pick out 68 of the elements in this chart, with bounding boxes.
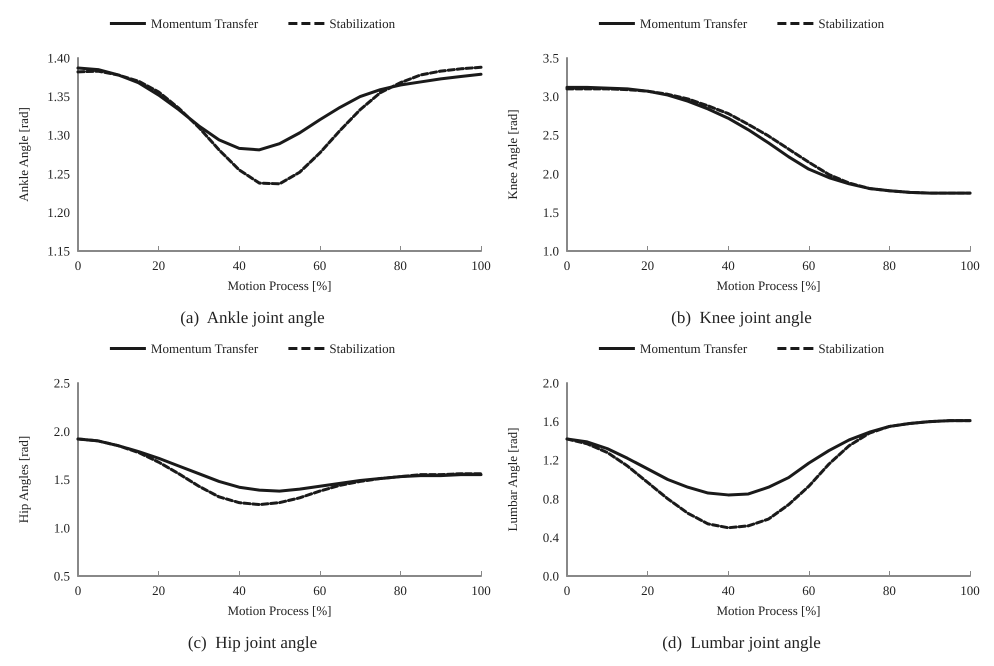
x-tick-label: 100 — [960, 583, 980, 598]
x-tick-label: 80 — [882, 258, 896, 273]
y-tick-label: 2.0 — [54, 424, 70, 439]
legend-label: Stabilization — [329, 341, 396, 356]
x-tick-label: 40 — [232, 583, 246, 598]
x-tick-label: 40 — [722, 583, 735, 598]
y-tick-label: 0.5 — [54, 568, 70, 584]
y-axis-title: Lumbar Angle [rad] — [505, 428, 520, 532]
y-tick-label: 1.6 — [542, 414, 560, 430]
y-tick-label: 2.0 — [542, 166, 559, 182]
y-axis-title: Ankle Angle [rad] — [16, 107, 31, 202]
y-tick-label: 1.35 — [47, 89, 70, 104]
x-tick-label: 20 — [641, 583, 654, 598]
x-tick-label: 100 — [960, 258, 980, 273]
y-tick-label: 0.8 — [542, 491, 559, 506]
x-tick-label: 80 — [394, 583, 407, 598]
x-tick-label: 40 — [232, 258, 246, 273]
y-tick-label: 0.4 — [542, 530, 560, 545]
y-tick-label: 3.0 — [542, 89, 559, 104]
y-tick-label: 1.0 — [54, 520, 70, 536]
legend-label: Stabilization — [329, 16, 396, 31]
x-axis-title: Motion Process [%] — [716, 278, 820, 293]
x-tick-label: 100 — [471, 258, 491, 273]
legend-label: Momentum Transfer — [640, 341, 748, 356]
y-tick-label: 2.0 — [542, 376, 559, 390]
y-tick-label: 1.5 — [54, 472, 70, 487]
x-tick-label: 0 — [74, 258, 82, 273]
x-tick-label: 60 — [313, 258, 326, 273]
text: (d) Lumbar joint angle — [662, 633, 821, 652]
y-tick-label: 1.40 — [47, 50, 70, 66]
x-tick-label: 40 — [722, 258, 735, 273]
y-tick-label: 3.5 — [542, 50, 559, 66]
y-tick-label: 1.15 — [47, 244, 70, 258]
legend-label: Momentum Transfer — [150, 341, 259, 356]
x-axis-title: Motion Process [%] — [228, 278, 332, 293]
text: (b) Knee joint angle — [671, 308, 812, 327]
x-tick-label: 0 — [74, 583, 82, 598]
text: (a) Ankle joint angle — [180, 308, 325, 327]
x-tick-label: 60 — [802, 258, 816, 273]
x-tick-label: 100 — [471, 583, 491, 598]
y-tick-label: 1.30 — [47, 128, 70, 143]
x-tick-label: 20 — [152, 258, 166, 273]
x-tick-label: 60 — [802, 583, 816, 598]
x-tick-label: 20 — [641, 258, 654, 273]
y-tick-label: 2.5 — [542, 128, 559, 143]
legend-label: Momentum Transfer — [640, 16, 748, 31]
x-axis-title: Motion Process [%] — [228, 603, 332, 618]
x-tick-label: 80 — [882, 583, 896, 598]
y-tick-label: 0.0 — [542, 568, 559, 584]
text: (c) Hip joint angle — [188, 633, 318, 652]
y-axis-title: Knee Angle [rad] — [505, 109, 520, 200]
y-tick-label: 1.20 — [47, 204, 70, 220]
x-tick-label: 0 — [564, 258, 570, 273]
x-tick-label: 0 — [564, 583, 570, 598]
legend-label: Stabilization — [818, 16, 885, 31]
x-tick-label: 20 — [152, 583, 166, 598]
legend-label: Momentum Transfer — [150, 16, 259, 31]
legend-label: Stabilization — [818, 341, 885, 356]
y-axis-title: Hip Angles [rad] — [16, 436, 31, 524]
y-tick-label: 1.2 — [542, 452, 559, 468]
x-axis-title: Motion Process [%] — [716, 603, 820, 618]
y-tick-label: 1.5 — [542, 204, 559, 220]
y-tick-label: 1.0 — [542, 244, 559, 258]
x-tick-label: 60 — [313, 583, 326, 598]
x-tick-label: 80 — [394, 258, 407, 273]
line-series — [76, 66, 482, 186]
y-tick-label: 2.5 — [54, 376, 70, 390]
y-tick-label: 1.25 — [47, 166, 70, 182]
